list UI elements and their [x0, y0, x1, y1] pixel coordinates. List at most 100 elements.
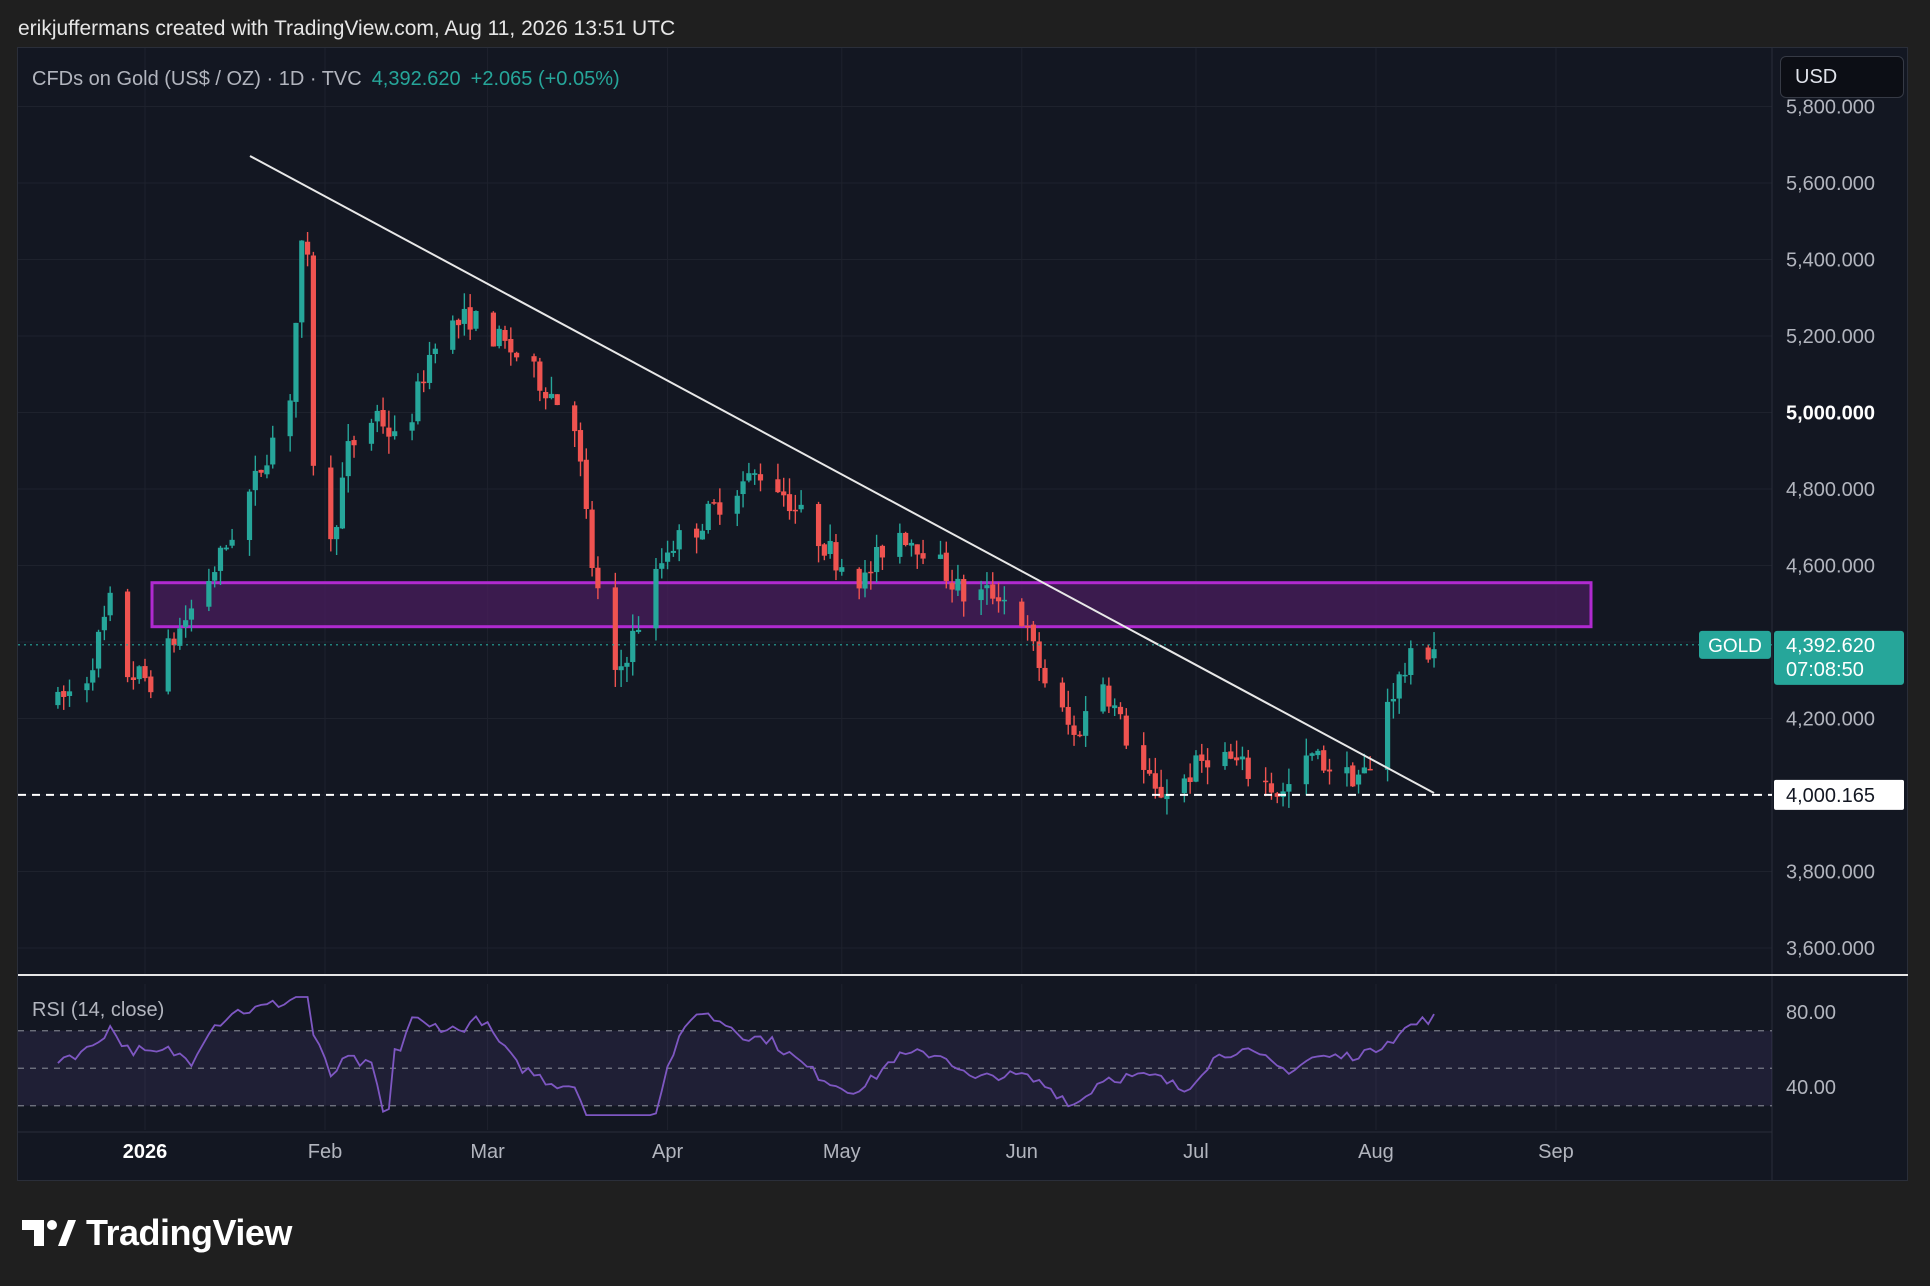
candle-body — [833, 542, 839, 571]
candle-body — [345, 441, 351, 477]
candle-body — [386, 427, 392, 437]
time-axis-label: May — [823, 1141, 861, 1163]
candle-body — [1396, 674, 1402, 699]
time-axis-label: Aug — [1358, 1141, 1394, 1163]
time-axis-label: 2026 — [123, 1141, 168, 1163]
candle-body — [1228, 751, 1234, 759]
candle-body — [177, 628, 183, 646]
candle-body — [699, 530, 706, 540]
currency-button[interactable]: USD — [1780, 56, 1904, 98]
legend-price: 4,392.620 — [371, 68, 461, 90]
candle-body — [461, 308, 467, 324]
candle-body — [897, 532, 903, 557]
candle-body — [508, 338, 514, 353]
candle-body — [409, 422, 415, 431]
candle-body — [659, 563, 665, 569]
candle-body — [1187, 777, 1193, 783]
candle-body — [188, 608, 195, 620]
candle-body — [1367, 768, 1373, 771]
candle-body — [351, 440, 357, 446]
candle-body — [101, 616, 107, 631]
candle-body — [920, 553, 926, 559]
candle-body — [392, 431, 398, 437]
symbol-tag-label: GOLD — [1708, 636, 1762, 657]
brand-name: TradingView — [86, 1212, 292, 1253]
candle-body — [1344, 767, 1350, 774]
candle-body — [1106, 685, 1112, 707]
chart-attribution: erikjuffermans created with TradingView.… — [18, 17, 676, 40]
candle-body — [903, 532, 909, 546]
candle-body — [450, 320, 456, 350]
candle-body — [1181, 778, 1187, 794]
candle-body — [1286, 784, 1292, 792]
candle-body — [1350, 765, 1356, 787]
candle-body — [502, 329, 508, 341]
symbol-legend[interactable]: CFDs on Gold (US$ / OZ) · 1D · TVC 4,392.… — [32, 68, 620, 91]
time-axis-label: Jun — [1006, 1141, 1038, 1163]
candle-body — [136, 666, 142, 680]
candle-body — [612, 587, 618, 670]
candle-body — [1152, 773, 1158, 789]
candle-body — [537, 361, 543, 391]
support-price-label: 4,000.165 — [1786, 785, 1875, 807]
candle-body — [1141, 745, 1147, 770]
candle-body — [124, 591, 131, 678]
candle-body — [84, 683, 90, 691]
time-axis-label: Jul — [1183, 1141, 1209, 1163]
candle-body — [1019, 601, 1025, 627]
candle-body — [1065, 706, 1071, 725]
price-axis-label: 5,400.000 — [1786, 250, 1875, 272]
rsi-pane: RSI (14, close) 80.00 40.00 — [18, 996, 1836, 1117]
candle-body — [1059, 682, 1066, 708]
candle-body — [961, 579, 967, 602]
candle-body — [711, 502, 717, 504]
candlestick-series — [55, 232, 1437, 815]
candle-body — [368, 422, 375, 444]
candle-body — [426, 354, 433, 383]
candle-body — [1204, 760, 1211, 768]
candle-body — [531, 356, 537, 362]
candle-body — [752, 473, 758, 475]
candle-body — [130, 677, 136, 681]
candle-body — [589, 509, 595, 568]
candle-body — [206, 581, 212, 607]
candle-body — [1024, 625, 1031, 628]
candle-body — [1123, 715, 1129, 746]
last-price-label: 4,392.620 — [1786, 635, 1875, 657]
candle-body — [618, 666, 624, 671]
symbol-description: CFDs on Gold (US$ / OZ) · 1D · TVC — [32, 68, 362, 90]
candle-body — [746, 473, 752, 481]
legend-change: +2.065 (+0.05%) — [470, 68, 620, 90]
candle-body — [1274, 793, 1280, 797]
candle-body — [252, 470, 258, 491]
candle-body — [142, 666, 148, 679]
candle-body — [467, 307, 473, 330]
candle-body — [1234, 757, 1240, 761]
candle-body — [514, 352, 520, 358]
candle-body — [554, 394, 560, 406]
price-axis-label: 5,600.000 — [1786, 173, 1875, 195]
candle-body — [90, 670, 96, 683]
price-axis-label: 5,200.000 — [1786, 326, 1875, 348]
candle-body — [821, 544, 827, 556]
candle-body — [95, 631, 102, 669]
candle-body — [171, 638, 177, 646]
descending-trendline[interactable] — [249, 155, 1435, 794]
candle-body — [473, 310, 479, 329]
candle-body — [223, 547, 229, 550]
candle-body — [653, 568, 659, 629]
candle-body — [949, 582, 955, 590]
candle-body — [943, 552, 949, 582]
candle-body — [1083, 711, 1089, 736]
candle-body — [1309, 753, 1315, 756]
candle-body — [995, 597, 1002, 602]
supply-demand-zone[interactable] — [150, 581, 1593, 629]
rsi-title: RSI (14, close) — [32, 999, 164, 1021]
candle-body — [694, 528, 700, 538]
candle-body — [792, 509, 798, 512]
time-axis-label: Mar — [470, 1141, 505, 1163]
candle-body — [432, 348, 438, 354]
candle-body — [595, 567, 601, 589]
